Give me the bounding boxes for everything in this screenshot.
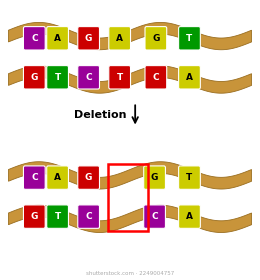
Polygon shape: [9, 162, 251, 189]
Text: C: C: [31, 173, 38, 182]
Text: Deletion: Deletion: [74, 110, 127, 120]
Text: A: A: [116, 34, 123, 43]
FancyBboxPatch shape: [109, 27, 131, 50]
FancyBboxPatch shape: [23, 205, 45, 228]
Text: C: C: [153, 73, 159, 82]
Text: T: T: [116, 73, 123, 82]
Text: C: C: [85, 212, 92, 221]
FancyBboxPatch shape: [23, 27, 45, 50]
Text: A: A: [54, 173, 61, 182]
Polygon shape: [9, 205, 251, 232]
FancyBboxPatch shape: [145, 27, 167, 50]
FancyBboxPatch shape: [78, 27, 100, 50]
FancyBboxPatch shape: [78, 66, 100, 89]
Text: C: C: [85, 73, 92, 82]
FancyBboxPatch shape: [109, 66, 131, 89]
Polygon shape: [9, 22, 251, 50]
Text: T: T: [54, 73, 61, 82]
FancyBboxPatch shape: [179, 166, 200, 189]
Text: G: G: [85, 34, 92, 43]
FancyBboxPatch shape: [179, 27, 200, 50]
FancyBboxPatch shape: [78, 205, 100, 228]
Text: T: T: [186, 173, 193, 182]
FancyBboxPatch shape: [23, 66, 45, 89]
Text: A: A: [54, 34, 61, 43]
Text: G: G: [152, 34, 160, 43]
Text: G: G: [151, 173, 158, 182]
FancyBboxPatch shape: [47, 66, 68, 89]
FancyBboxPatch shape: [78, 166, 100, 189]
FancyBboxPatch shape: [179, 205, 200, 228]
Text: shutterstock.com · 2249004757: shutterstock.com · 2249004757: [86, 271, 174, 276]
Text: G: G: [31, 212, 38, 221]
Text: G: G: [85, 173, 92, 182]
Text: A: A: [186, 73, 193, 82]
Text: G: G: [31, 73, 38, 82]
FancyBboxPatch shape: [145, 66, 167, 89]
Polygon shape: [9, 66, 251, 93]
Text: C: C: [31, 34, 38, 43]
FancyBboxPatch shape: [47, 166, 68, 189]
FancyBboxPatch shape: [47, 27, 68, 50]
Text: T: T: [186, 34, 193, 43]
Text: C: C: [151, 212, 158, 221]
FancyBboxPatch shape: [144, 166, 165, 189]
FancyBboxPatch shape: [144, 205, 165, 228]
Text: T: T: [54, 212, 61, 221]
FancyBboxPatch shape: [179, 66, 200, 89]
Bar: [108, 164, 148, 230]
FancyBboxPatch shape: [23, 166, 45, 189]
Text: A: A: [186, 212, 193, 221]
FancyBboxPatch shape: [47, 205, 68, 228]
